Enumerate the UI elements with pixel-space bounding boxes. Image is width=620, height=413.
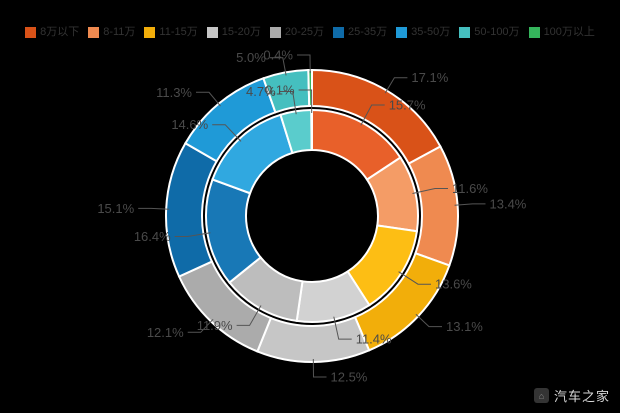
- legend-item-4[interactable]: 20-25万: [269, 26, 325, 38]
- legend-label: 25-35万: [348, 26, 388, 38]
- legend-color-swatch: [459, 27, 471, 38]
- legend-color-swatch: [528, 27, 540, 38]
- pie-segment-inner-8[interactable]: [310, 108, 313, 152]
- segment-label-outer-2: 13.1%: [446, 319, 483, 334]
- segment-label-inner-8: 0.1%: [265, 83, 295, 98]
- legend-item-5[interactable]: 25-35万: [333, 27, 387, 38]
- label-leader-line: [269, 57, 287, 76]
- legend-item-3[interactable]: 15-20万: [206, 26, 261, 38]
- segment-label-inner-6: 14.6%: [171, 117, 208, 132]
- segment-label-outer-6: 11.3%: [156, 85, 192, 100]
- label-leader-line: [236, 305, 262, 326]
- label-leader-line: [312, 358, 327, 378]
- segment-label-outer-8: 0.4%: [263, 48, 293, 63]
- segment-label-outer-7: 5.0%: [236, 50, 266, 65]
- segment-label-inner-3: 11.4%: [356, 332, 392, 347]
- legend-label: 8万以下: [40, 26, 80, 38]
- legend-color-swatch: [206, 27, 218, 38]
- segment-label-outer-0: 17.1%: [411, 70, 448, 85]
- label-leader-line: [297, 54, 311, 74]
- legend-label: 8-11万: [103, 26, 136, 38]
- legend-item-8[interactable]: 100万以上: [528, 26, 595, 38]
- label-leader-line: [187, 318, 214, 333]
- legend-color-swatch: [25, 27, 37, 38]
- legend-item-1[interactable]: 8-11万: [88, 27, 135, 38]
- segment-label-outer-1: 13.4%: [490, 196, 527, 211]
- segment-label-inner-4: 11.9%: [197, 318, 233, 333]
- legend-label: 100万以上: [543, 26, 595, 38]
- label-leader-line: [398, 271, 431, 285]
- label-leader-line: [174, 232, 211, 237]
- segment-label-inner-1: 11.6%: [452, 181, 488, 196]
- legend-item-7[interactable]: 50-100万: [459, 26, 520, 38]
- legend-color-swatch: [396, 27, 408, 38]
- watermark: ⌂ 汽车之家: [533, 386, 610, 405]
- label-leader-line: [454, 203, 486, 206]
- legend-item-0[interactable]: 8万以下: [25, 27, 79, 38]
- legend-color-swatch: [144, 27, 156, 38]
- label-leader-line: [196, 91, 221, 107]
- legend-item-2[interactable]: 11-15万: [144, 26, 198, 38]
- legend-color-swatch: [269, 27, 281, 38]
- label-leader-line: [298, 89, 313, 114]
- label-leader-line: [412, 188, 448, 194]
- label-leader-line: [415, 313, 442, 328]
- label-leader-line: [138, 207, 170, 210]
- label-leader-line: [212, 124, 242, 142]
- legend-color-swatch: [333, 27, 345, 38]
- legend-color-swatch: [88, 27, 100, 38]
- legend-label: 50-100万: [474, 26, 520, 38]
- segment-label-outer-5: 15.1%: [97, 201, 134, 216]
- pie-segment-outer-3[interactable]: [256, 315, 371, 363]
- segment-label-inner-0: 15.7%: [389, 98, 426, 113]
- label-leader-line: [279, 91, 297, 115]
- segment-label-outer-3: 12.5%: [331, 370, 368, 385]
- watermark-text: 汽车之家: [553, 389, 610, 404]
- legend-label: 35-50万: [411, 26, 451, 38]
- legend-label: 11-15万: [159, 26, 198, 38]
- segment-label-inner-2: 13.6%: [435, 277, 472, 292]
- legend-label: 20-25万: [284, 26, 325, 38]
- segment-label-inner-7: 4.7%: [246, 84, 276, 99]
- segment-label-inner-5: 16.4%: [134, 229, 171, 244]
- label-leader-line: [333, 316, 352, 340]
- chart-legend: 8万以下 8-11万 11-15万 15-20万 20-25万 25-35万 35-50万 5…: [0, 27, 620, 38]
- segment-label-outer-4: 12.1%: [147, 325, 184, 340]
- autohome-logo-icon: ⌂: [533, 388, 549, 403]
- label-leader-line: [384, 77, 408, 94]
- legend-item-6[interactable]: 35-50万: [396, 27, 450, 38]
- legend-label: 15-20万: [221, 26, 261, 38]
- label-leader-line: [360, 104, 385, 126]
